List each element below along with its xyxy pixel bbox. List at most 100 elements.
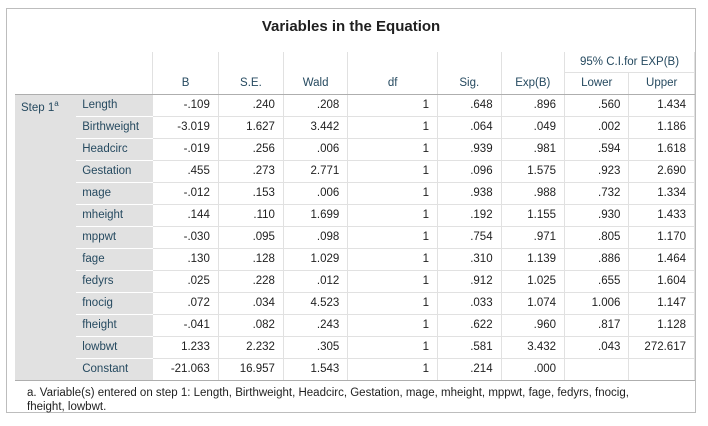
cell-sig: .622 bbox=[437, 314, 502, 337]
variable-name: fage bbox=[75, 248, 153, 271]
cell-df: 1 bbox=[347, 358, 439, 381]
variable-name: Birthweight bbox=[75, 116, 153, 139]
footnote: a. Variable(s) entered on step 1: Length… bbox=[27, 387, 629, 413]
table-row: Step 1a Length -.109.240.208 1.648.896.560 1… bbox=[15, 94, 695, 381]
cell-b: .455 bbox=[152, 160, 219, 183]
cell-df: 1 bbox=[347, 116, 439, 139]
cell-b: -.019 bbox=[152, 138, 219, 161]
variable-name: mppwt bbox=[75, 226, 153, 249]
cell-b: -.012 bbox=[152, 182, 219, 205]
table-row: Birthweight -3.019 1.627 3.442 1.064.049.002… bbox=[15, 116, 695, 139]
cell-sig: .096 bbox=[437, 160, 502, 183]
col-header-expb: Exp(B) bbox=[501, 72, 566, 95]
variable-name: mheight bbox=[75, 204, 153, 227]
cell-expb: 1.074 bbox=[501, 292, 566, 315]
col-header-lower: Lower bbox=[564, 72, 630, 95]
cell-lower: .732 bbox=[564, 182, 630, 205]
cell-expb: .960 bbox=[501, 314, 566, 337]
cell-wald: .012 bbox=[283, 270, 349, 293]
cell-expb: 1.025 bbox=[501, 270, 566, 293]
cell-wald: 4.523 bbox=[283, 292, 349, 315]
cell-sig: .310 bbox=[437, 248, 502, 271]
cell-df: 1 bbox=[347, 204, 439, 227]
variables-table: 95% C.I.for EXP(B) B S.E. Wald df Sig. E… bbox=[15, 52, 695, 381]
cell-df: 1 bbox=[347, 292, 439, 315]
cell-expb: .000 bbox=[501, 358, 566, 381]
table-row: fage .130.128 1.029 1.310 1.139.886 1.464 bbox=[15, 248, 695, 271]
cell-se: 2.232 bbox=[218, 336, 284, 359]
table-title: Variables in the Equation bbox=[261, 18, 441, 35]
cell-b: -3.019 bbox=[152, 116, 219, 139]
variable-name: mage bbox=[75, 182, 153, 205]
cell-df: 1 bbox=[347, 138, 439, 161]
cell-lower: .930 bbox=[564, 204, 630, 227]
table-row: fheight -.041.082.243 1.622.960.817 1.128 bbox=[15, 314, 695, 337]
col-header-upper: Upper bbox=[628, 72, 695, 95]
cell-upper: 1.186 bbox=[628, 116, 695, 139]
cell-expb: 3.432 bbox=[501, 336, 566, 359]
cell-wald: .006 bbox=[283, 138, 349, 161]
cell-sig: .214 bbox=[437, 358, 502, 381]
cell-wald: 1.699 bbox=[283, 204, 349, 227]
variable-name: fedyrs bbox=[75, 270, 153, 293]
cell-sig: .192 bbox=[437, 204, 502, 227]
cell-sig: .912 bbox=[437, 270, 502, 293]
cell-df: 1 bbox=[347, 248, 439, 271]
cell-sig: .939 bbox=[437, 138, 502, 161]
cell-wald: .098 bbox=[283, 226, 349, 249]
table-row: mppwt -.030.095.098 1.754.971.805 1.170 bbox=[15, 226, 695, 249]
cell-lower: .923 bbox=[564, 160, 630, 183]
cell-expb: 1.155 bbox=[501, 204, 566, 227]
cell-upper: 272.617 bbox=[628, 336, 695, 359]
cell-lower bbox=[564, 358, 630, 381]
cell-df: 1 bbox=[347, 270, 439, 293]
cell-sig: .648 bbox=[437, 94, 502, 117]
table-row: lowbwt 1.233 2.232.305 1.581 3.432.043 272.61… bbox=[15, 336, 695, 359]
variable-name: fheight bbox=[75, 314, 153, 337]
cell-lower: .043 bbox=[564, 336, 630, 359]
ci-header: 95% C.I.for EXP(B) bbox=[564, 52, 695, 73]
cell-upper: 2.690 bbox=[628, 160, 695, 183]
cell-wald: .305 bbox=[283, 336, 349, 359]
cell-se: .095 bbox=[218, 226, 284, 249]
cell-lower: .886 bbox=[564, 248, 630, 271]
cell-wald: .006 bbox=[283, 182, 349, 205]
cell-wald: .243 bbox=[283, 314, 349, 337]
cell-se: .273 bbox=[218, 160, 284, 183]
cell-upper: 1.464 bbox=[628, 248, 695, 271]
table-row: fedyrs .025.228.012 1.912 1.025.655 1.604 bbox=[15, 270, 695, 293]
table-body: Step 1a Length -.109.240.208 1.648.896.560 1… bbox=[15, 94, 695, 381]
cell-b: .130 bbox=[152, 248, 219, 271]
cell-se: .228 bbox=[218, 270, 284, 293]
variable-name: lowbwt bbox=[75, 336, 153, 359]
cell-upper: 1.147 bbox=[628, 292, 695, 315]
cell-se: .256 bbox=[218, 138, 284, 161]
cell-se: .110 bbox=[218, 204, 284, 227]
col-header-wald: Wald bbox=[283, 72, 349, 95]
cell-se: 16.957 bbox=[218, 358, 284, 381]
cell-se: 1.627 bbox=[218, 116, 284, 139]
cell-sig: .033 bbox=[437, 292, 502, 315]
cell-b: .072 bbox=[152, 292, 219, 315]
output-table-frame: Variables in the Equation bbox=[6, 8, 696, 413]
cell-wald: 1.543 bbox=[283, 358, 349, 381]
step-label: Step 1a bbox=[15, 94, 77, 381]
cell-expb: .971 bbox=[501, 226, 566, 249]
cell-se: .082 bbox=[218, 314, 284, 337]
cell-sig: .938 bbox=[437, 182, 502, 205]
cell-df: 1 bbox=[347, 336, 439, 359]
cell-b: -21.063 bbox=[152, 358, 219, 381]
cell-upper: 1.128 bbox=[628, 314, 695, 337]
variable-name: Constant bbox=[75, 358, 153, 381]
cell-b: .025 bbox=[152, 270, 219, 293]
cell-lower: .002 bbox=[564, 116, 630, 139]
header-row: B S.E. Wald df Sig. Exp(B) Lower Upper bbox=[15, 72, 695, 95]
col-header-b: B bbox=[152, 72, 219, 95]
cell-sig: .581 bbox=[437, 336, 502, 359]
cell-se: .153 bbox=[218, 182, 284, 205]
col-header-se: S.E. bbox=[218, 72, 284, 95]
cell-se: .240 bbox=[218, 94, 284, 117]
cell-lower: .560 bbox=[564, 94, 630, 117]
cell-upper: 1.433 bbox=[628, 204, 695, 227]
cell-expb: 1.575 bbox=[501, 160, 566, 183]
